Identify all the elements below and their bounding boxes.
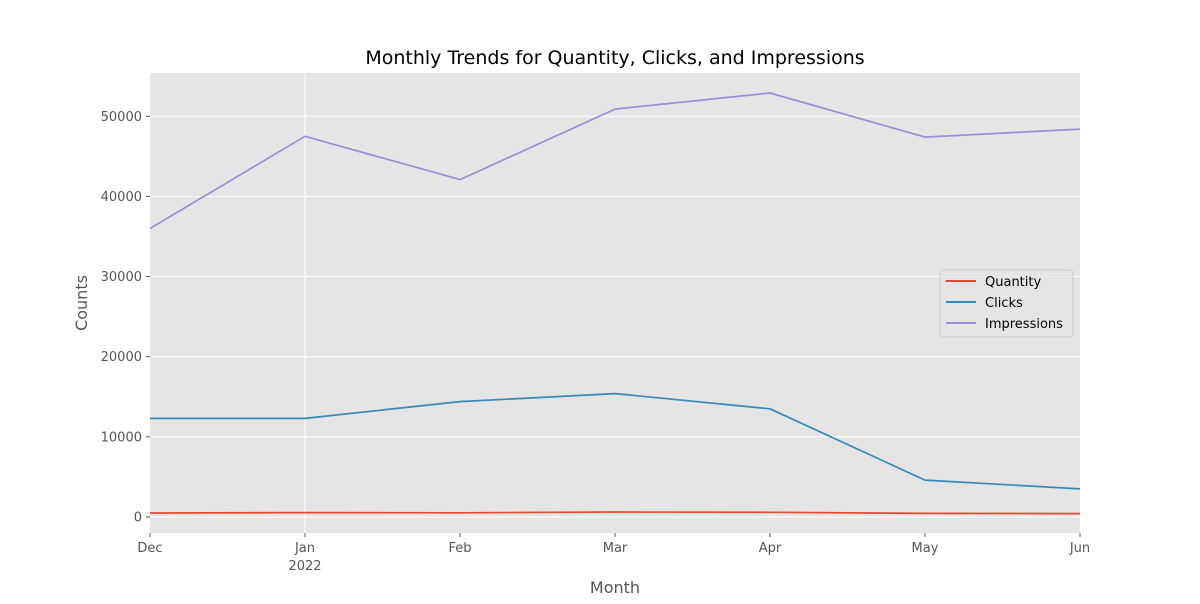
grid-lines — [150, 73, 1080, 533]
x-tick-label: Feb — [448, 541, 471, 556]
series-line-quantity — [149, 511, 1081, 515]
series-lines — [149, 92, 1081, 515]
legend-label-quantity: Quantity — [985, 275, 1041, 290]
y-axis-label: Counts — [72, 275, 91, 331]
x-axis-label: Month — [590, 578, 640, 597]
y-axis-ticks: 0 10000 20000 30000 40000 50000 — [101, 110, 150, 525]
x-tick-label: Jan — [294, 541, 315, 556]
y-tick-label: 20000 — [101, 350, 142, 365]
x-tick-label: Dec — [137, 541, 162, 556]
legend-box — [939, 269, 1074, 338]
x-tick-label: Apr — [759, 541, 782, 556]
y-tick-label: 40000 — [101, 190, 142, 205]
y-tick-label: 50000 — [101, 110, 142, 125]
legend: Quantity Clicks Impressions — [939, 269, 1074, 338]
x-axis-ticks: Dec Jan Feb Mar Apr May Jun 2022 — [137, 533, 1090, 574]
x-tick-label: Jun — [1069, 541, 1090, 556]
x-year-label: 2022 — [288, 559, 321, 574]
legend-label-impressions: Impressions — [985, 317, 1063, 332]
x-tick-label: May — [912, 541, 939, 556]
series-line-clicks — [150, 392, 1081, 490]
legend-label-clicks: Clicks — [985, 296, 1023, 311]
chart-title: Monthly Trends for Quantity, Clicks, and… — [365, 47, 864, 69]
y-tick-label: 30000 — [101, 270, 142, 285]
x-tick-label: Mar — [603, 541, 628, 556]
y-tick-label: 0 — [134, 510, 142, 525]
y-tick-label: 10000 — [101, 430, 142, 445]
series-line-impressions — [149, 92, 1081, 230]
